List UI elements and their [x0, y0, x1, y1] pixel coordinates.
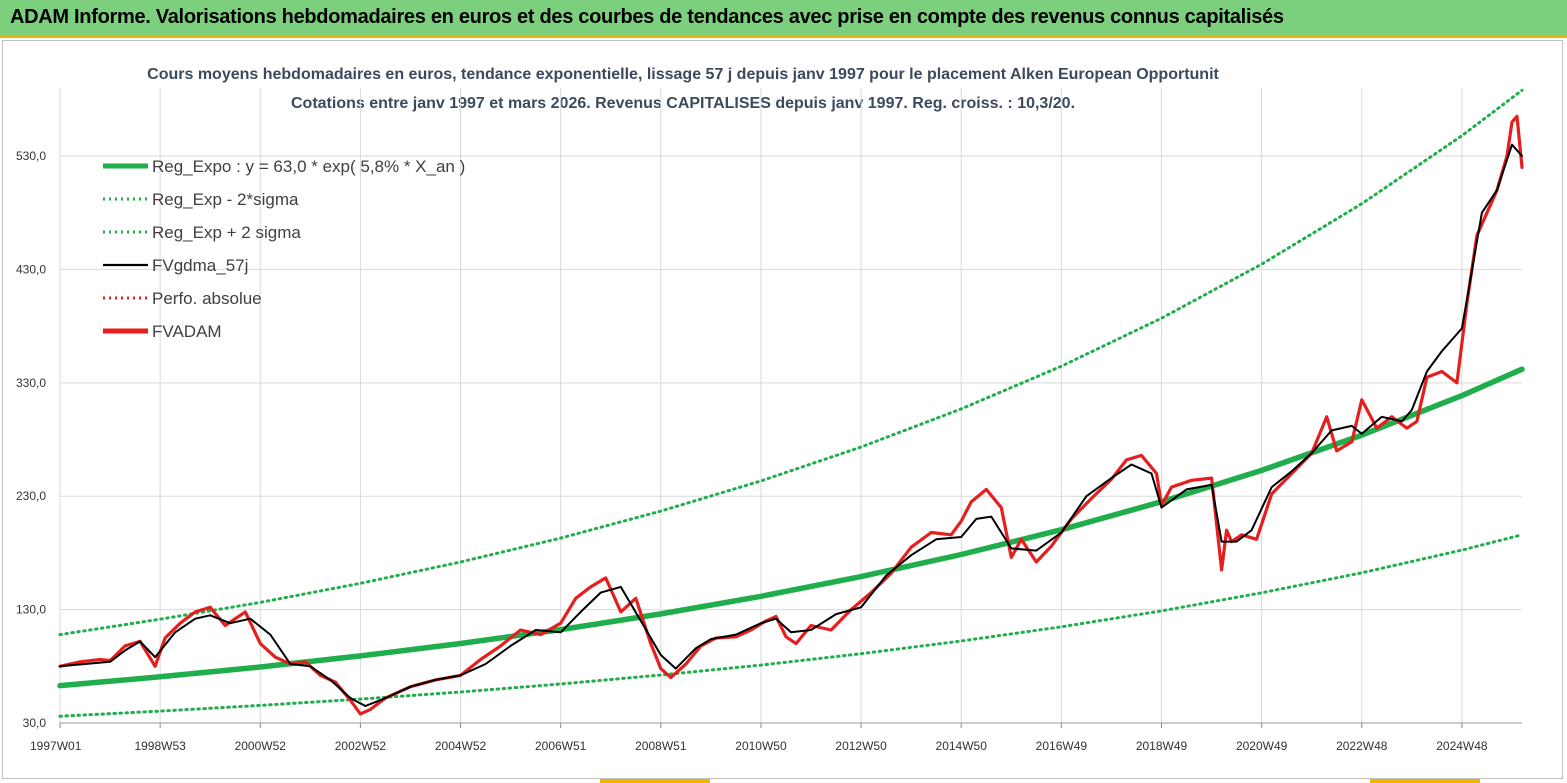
x-tick-label: 2024W48 — [1436, 739, 1488, 753]
y-tick-label: 230,0 — [16, 489, 46, 503]
legend-label: Reg_Exp - 2*sigma — [152, 190, 299, 209]
legend-label: Perfo. absolue — [152, 289, 262, 308]
series-line — [57, 366, 1525, 689]
x-tick-label: 2020W49 — [1236, 739, 1288, 753]
x-tick-label: 2006W51 — [535, 739, 587, 753]
accent-bar — [600, 779, 710, 783]
series-line — [59, 143, 1523, 707]
banner-title: ADAM Informe. Valorisations hebdomadaire… — [10, 6, 1284, 28]
series-layer — [57, 88, 1525, 718]
chart-subtitle: Cotations entre janv 1997 et mars 2026. … — [291, 95, 1075, 112]
x-tick-label: 2010W50 — [735, 739, 787, 753]
legend-label: FVgdma_57j — [152, 256, 248, 275]
y-tick-label: 430,0 — [16, 262, 46, 276]
x-tick-label: 2016W49 — [1036, 739, 1088, 753]
accent-bar — [1370, 779, 1480, 783]
y-tick-label: 330,0 — [16, 376, 46, 390]
chart-title: Cours moyens hebdomadaires en euros, ten… — [147, 66, 1219, 83]
x-tick-label: 2008W51 — [635, 739, 687, 753]
x-tick-label: 1997W01 — [30, 739, 82, 753]
chart-frame — [2, 40, 1563, 779]
x-tick-label: 2018W49 — [1136, 739, 1188, 753]
legend: Reg_Expo : y = 63,0 * exp( 5,8% * X_an )… — [103, 157, 465, 341]
legend-label: FVADAM — [152, 322, 222, 341]
x-tick-label: 2004W52 — [435, 739, 487, 753]
axes: 30,0 130,0 230,0 330,0 430,0 530,0 1997W01 1998… — [16, 149, 1522, 753]
x-tick-label: 2014W50 — [936, 739, 988, 753]
y-tick-label: 130,0 — [16, 603, 46, 617]
report-banner: ADAM Informe. Valorisations hebdomadaire… — [0, 0, 1567, 38]
grid — [59, 88, 1522, 724]
x-tick-label: 2002W52 — [335, 739, 387, 753]
x-tick-label: 2022W48 — [1336, 739, 1388, 753]
x-tick-label: 2000W52 — [235, 739, 287, 753]
series-line — [58, 533, 1524, 718]
series-line — [58, 88, 1524, 637]
y-tick-label: 530,0 — [16, 149, 46, 163]
x-tick-label: 1998W53 — [134, 739, 186, 753]
legend-label: Reg_Expo : y = 63,0 * exp( 5,8% * X_an ) — [152, 157, 465, 176]
legend-label: Reg_Exp + 2 sigma — [152, 223, 301, 242]
y-tick-label: 30,0 — [23, 716, 47, 730]
x-tick-label: 2012W50 — [835, 739, 887, 753]
